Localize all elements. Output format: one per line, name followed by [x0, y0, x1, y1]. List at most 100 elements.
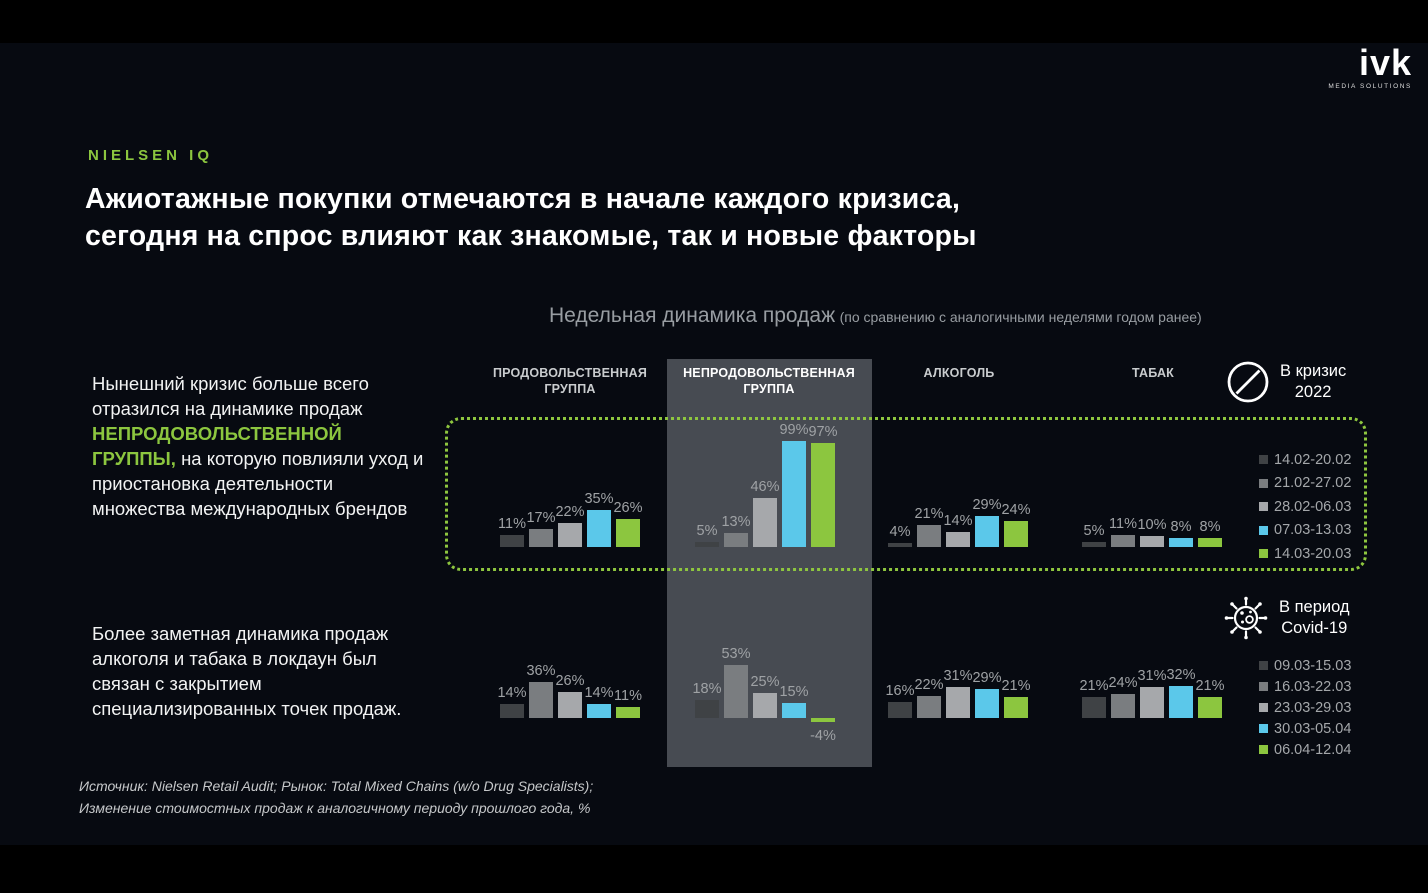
- bar: [946, 687, 970, 718]
- bar-value-label: 14%: [943, 513, 973, 529]
- bar: [1140, 536, 1164, 547]
- insight-1-after: на которую повлияли уход и приостановка …: [92, 448, 424, 519]
- period-label-covid: В период Covid-19: [1279, 598, 1350, 637]
- legend-item: 28.02-06.03: [1259, 495, 1351, 519]
- legend-label: 16.03-22.03: [1274, 678, 1352, 695]
- insight-text-1: Нынешний кризис больше всего отразился н…: [92, 371, 427, 521]
- bar-value-label: 8%: [1170, 519, 1192, 535]
- bar-value-label: 21%: [1001, 678, 1031, 694]
- bar-value-label: 53%: [721, 646, 751, 662]
- bar-value-label: 29%: [972, 670, 1002, 686]
- period-label-crisis: В кризис 2022: [1280, 362, 1347, 401]
- column-header: ТАБАК: [1131, 366, 1175, 380]
- legend-item: 14.03-20.03: [1259, 542, 1351, 566]
- bar-value-label: 16%: [885, 683, 915, 699]
- bar-value-label: 22%: [555, 504, 585, 520]
- bar: [917, 696, 941, 718]
- bar: [1140, 687, 1164, 718]
- bar: [529, 682, 553, 718]
- bar: [1004, 697, 1028, 718]
- legend-label: 14.02-20.02: [1274, 451, 1352, 468]
- bar-value-label: 25%: [750, 674, 780, 690]
- bar: [695, 700, 719, 718]
- bar-value-label: -4%: [810, 728, 836, 744]
- bar: [558, 692, 582, 718]
- legend-label: 30.03-05.04: [1274, 720, 1352, 737]
- bar: [529, 529, 553, 547]
- bar-value-label: 5%: [1083, 523, 1105, 539]
- bar: [811, 443, 835, 547]
- chart-title-subtitle: (по сравнению с аналогичными неделями го…: [839, 309, 1202, 325]
- column-header: АЛКОГОЛЬ: [923, 366, 995, 380]
- bar-value-label: 21%: [914, 506, 944, 522]
- column-header: ПРОДОВОЛЬСТВЕННАЯ ГРУППА: [492, 366, 648, 396]
- source-footnote: Источник: Nielsen Retail Audit; Рынок: T…: [79, 778, 594, 816]
- bar: [753, 693, 777, 718]
- period-covid-19: В период Covid-19: [1221, 593, 1350, 643]
- page-title: Ажиотажные покупки отмечаются в начале к…: [85, 183, 977, 252]
- insight-text-2: Более заметная динамика продаж алкоголя …: [92, 623, 402, 719]
- logo-tagline: MEDIA SOLUTIONS: [1328, 83, 1412, 90]
- bar-value-label: 24%: [1108, 675, 1138, 691]
- legend-label: 09.03-15.03: [1274, 657, 1352, 674]
- bar-value-label: 13%: [721, 514, 751, 530]
- bar-value-label: 11%: [498, 516, 526, 532]
- bar: [946, 532, 970, 547]
- legend-label: 06.04-12.04: [1274, 741, 1352, 758]
- legend-label: 21.02-27.02: [1274, 475, 1352, 492]
- bar: [1111, 694, 1135, 718]
- bar-value-label: 99%: [779, 422, 809, 438]
- bar-value-label: 22%: [914, 677, 944, 693]
- bar-value-label: 32%: [1166, 667, 1196, 683]
- bar: [724, 665, 748, 718]
- bar: [888, 702, 912, 718]
- chart-title: Недельная динамика продаж (по сравнению …: [549, 304, 1202, 328]
- legend-label: 28.02-06.03: [1274, 498, 1352, 515]
- legend-item: 07.03-13.03: [1259, 519, 1351, 543]
- bar-value-label: 29%: [972, 497, 1002, 513]
- legend-item: 09.03-15.03: [1259, 655, 1351, 676]
- ban-icon: [1227, 361, 1269, 403]
- bar: [558, 523, 582, 547]
- bar-value-label: 17%: [526, 510, 556, 526]
- bar: [888, 543, 912, 547]
- bar-value-label: 24%: [1001, 502, 1031, 518]
- legend-swatch: [1259, 478, 1268, 488]
- bar-value-label: 11%: [614, 688, 642, 704]
- column-header: НЕПРОДОВОЛЬСТВЕННАЯ ГРУППА: [683, 366, 855, 396]
- bar: [1004, 521, 1028, 547]
- bar-value-label: 11%: [1109, 516, 1137, 532]
- ivk-logo: ivk MEDIA SOLUTIONS: [1328, 45, 1412, 91]
- legend-label: 07.03-13.03: [1274, 522, 1352, 539]
- bar: [1198, 538, 1222, 547]
- bar-value-label: 97%: [808, 424, 838, 440]
- bar-value-label: 15%: [779, 684, 809, 700]
- bar: [1111, 535, 1135, 547]
- bar: [500, 704, 524, 718]
- bar-value-label: 18%: [692, 681, 722, 697]
- legend-item: 21.02-27.02: [1259, 472, 1351, 496]
- legend-swatch: [1259, 661, 1268, 670]
- bar: [1082, 697, 1106, 718]
- bar: [975, 689, 999, 718]
- legend-item: 06.04-12.04: [1259, 739, 1351, 760]
- chart-title-main: Недельная динамика продаж: [549, 304, 836, 327]
- bar-value-label: 8%: [1199, 519, 1221, 535]
- bar: [587, 704, 611, 718]
- bar: [1082, 542, 1106, 547]
- bar: [917, 525, 941, 547]
- legend-swatch: [1259, 682, 1268, 691]
- bar-value-label: 21%: [1079, 678, 1109, 694]
- bar: [811, 718, 835, 722]
- bar: [500, 535, 524, 547]
- legend-swatch: [1259, 525, 1268, 535]
- bar-value-label: 35%: [584, 491, 614, 507]
- bar-value-label: 14%: [497, 685, 527, 701]
- bar-value-label: 14%: [584, 685, 614, 701]
- legend-swatch: [1259, 703, 1268, 712]
- bar-value-label: 26%: [555, 673, 585, 689]
- bar: [1169, 538, 1193, 547]
- legend-item: 16.03-22.03: [1259, 676, 1351, 697]
